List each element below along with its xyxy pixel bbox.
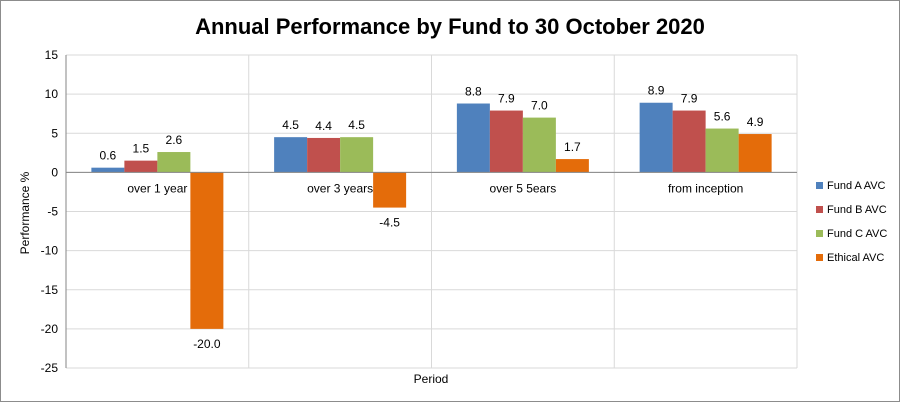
legend: Fund A AVC Fund B AVC Fund C AVC Ethical AV…	[816, 180, 887, 264]
y-tick-label: 15	[45, 48, 59, 62]
bar	[373, 172, 407, 208]
bar	[738, 134, 772, 173]
data-label: 8.8	[465, 85, 482, 99]
bar	[340, 137, 374, 173]
y-tick-label: -15	[41, 283, 59, 297]
chart-title: Annual Performance by Fund to 30 October…	[195, 14, 705, 39]
data-label: -20.0	[193, 337, 221, 351]
data-label: 8.9	[648, 84, 665, 98]
data-labels: 0.6 1.5 2.6 -20.0 over 1 year 4.5 4.4 4.5 -4.5 ov…	[100, 84, 764, 351]
data-label: 5.6	[714, 110, 731, 124]
bar	[705, 128, 739, 173]
data-label: 7.9	[498, 92, 515, 106]
y-tick-label: 10	[45, 87, 59, 101]
legend-label: Fund A AVC	[827, 180, 886, 192]
data-label: 4.9	[747, 115, 764, 129]
bar	[190, 172, 224, 329]
x-tick-label: from inception	[668, 181, 743, 195]
data-label: 4.4	[315, 119, 332, 133]
bar	[456, 103, 490, 173]
data-label: 7.0	[531, 99, 548, 113]
bar	[639, 102, 673, 173]
bar	[274, 137, 308, 173]
legend-label: Fund C AVC	[827, 228, 887, 240]
x-tick-label: over 1 year	[127, 181, 187, 195]
bars	[91, 102, 772, 329]
data-label: 0.6	[100, 149, 117, 163]
bar	[672, 110, 706, 173]
y-tick-label: -20	[41, 322, 59, 336]
y-axis-title: Performance %	[18, 171, 32, 254]
axes: 15 10 5 0 -5 -10 -15 -20 -25	[41, 48, 797, 375]
bar	[307, 137, 341, 173]
bar	[157, 152, 191, 173]
x-axis-title: Period	[414, 372, 449, 386]
data-label: 4.5	[348, 118, 365, 132]
data-label: 1.7	[564, 140, 581, 154]
y-tick-label: -10	[41, 244, 59, 258]
bar	[91, 167, 125, 173]
y-tick-label: -25	[41, 361, 59, 375]
y-tick-label: 5	[51, 126, 58, 140]
legend-swatch	[816, 230, 823, 237]
legend-swatch	[816, 182, 823, 189]
bar	[555, 159, 589, 173]
data-label: 1.5	[133, 142, 150, 156]
data-label: -4.5	[379, 216, 400, 230]
legend-label: Fund B AVC	[827, 204, 887, 216]
data-label: 7.9	[681, 92, 698, 106]
bar	[522, 117, 556, 173]
x-tick-label: over 5 5ears	[490, 181, 557, 195]
data-label: 2.6	[166, 133, 183, 147]
bar	[124, 160, 158, 173]
x-tick-label: over 3 years	[307, 181, 373, 195]
legend-swatch	[816, 254, 823, 261]
gridlines	[65, 54, 798, 369]
y-tick-label: 0	[51, 165, 58, 179]
legend-label: Ethical AVC	[827, 252, 884, 264]
data-label: 4.5	[282, 118, 299, 132]
y-tick-label: -5	[47, 205, 58, 219]
bar	[489, 110, 523, 173]
legend-swatch	[816, 206, 823, 213]
